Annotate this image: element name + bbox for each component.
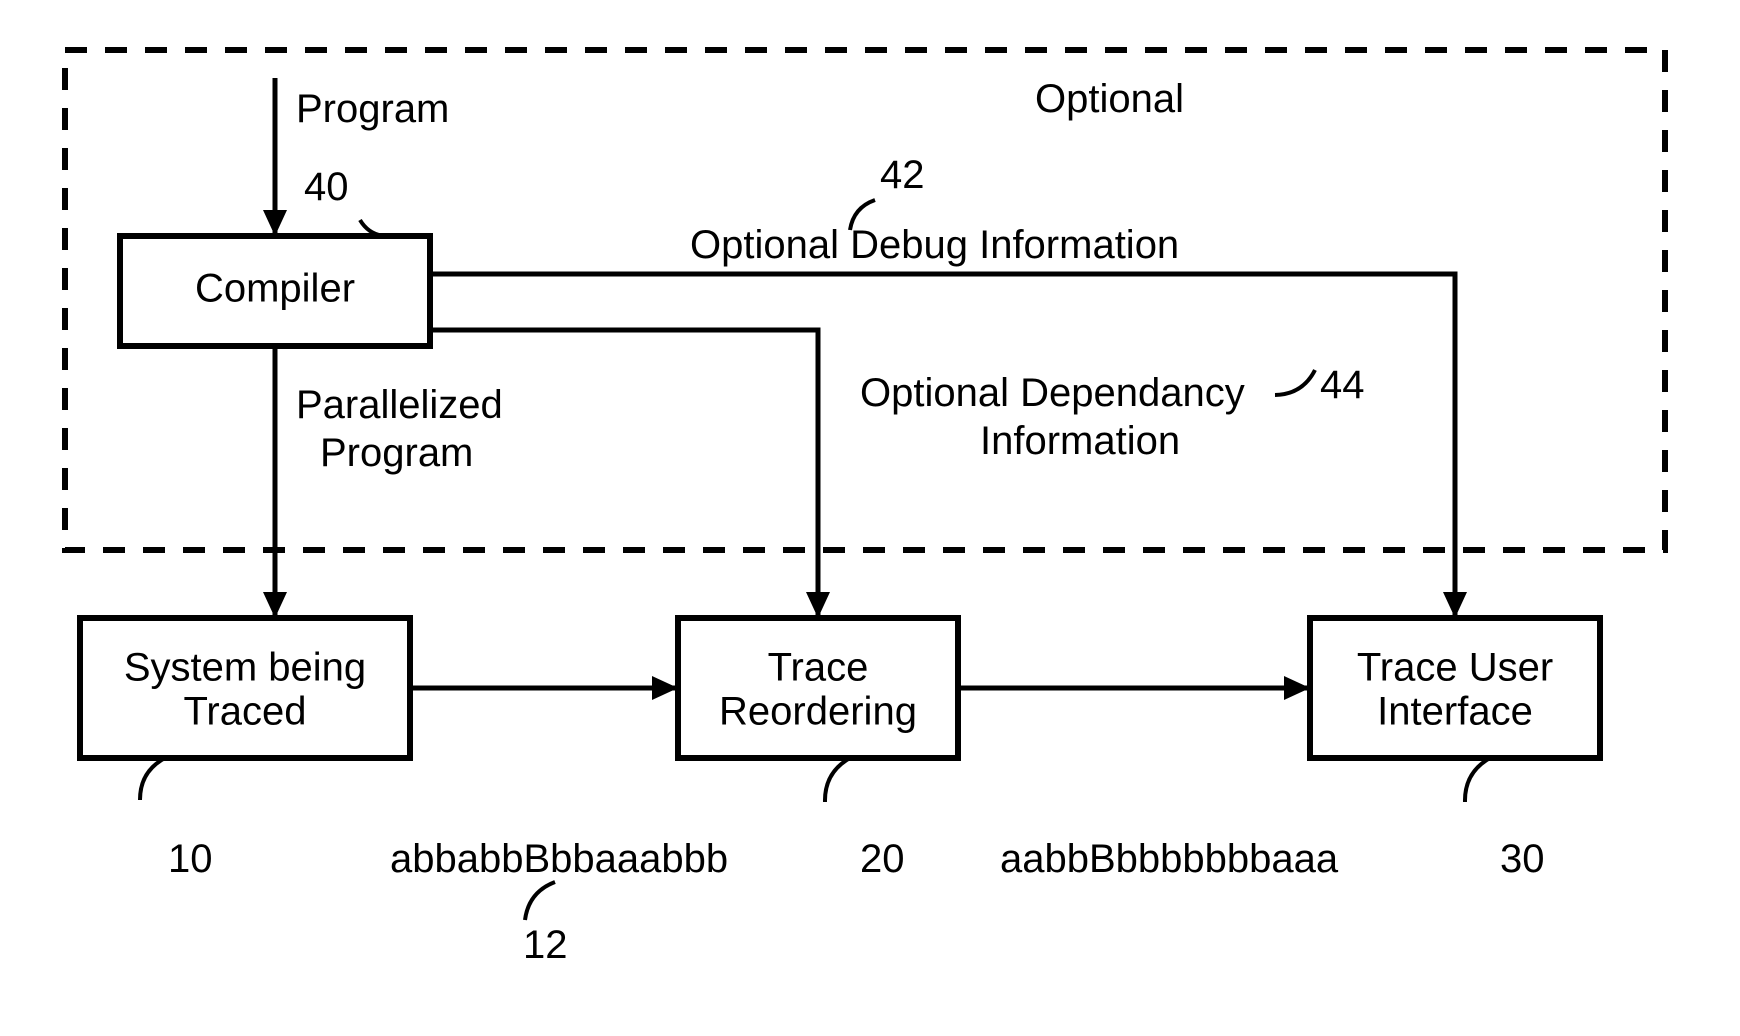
node-system-label2: Traced [183, 690, 306, 734]
node-ui-label1: Trace User [1357, 646, 1553, 690]
edge-parallelized-label1: Parallelized [296, 383, 503, 427]
edge-dependancy [430, 330, 818, 618]
ref-edge-sys_to_reorder-tick [525, 882, 555, 920]
ref-edge-debug: 42 [880, 153, 925, 197]
ref-ui: 30 [1500, 837, 1545, 881]
edge-parallelized-label2: Program [320, 431, 473, 475]
ref-edge-sys_to_reorder: 12 [523, 923, 568, 967]
ref-edge-dependancy-tick [1275, 370, 1315, 395]
node-ui-label2: Interface [1377, 690, 1533, 734]
ref-edge-dependancy: 44 [1320, 363, 1365, 407]
edge-dependancy-label2: Information [980, 419, 1180, 463]
edge-reorder_to_ui-label: aabbBbbbbbbbaaa [1000, 837, 1339, 881]
optional-region-label: Optional [1035, 77, 1184, 121]
ref-system: 10 [168, 837, 213, 881]
node-compiler-label: Compiler [195, 267, 355, 311]
edge-sys_to_reorder-label: abbabbBbbaaabbb [390, 837, 728, 881]
ref-reorder: 20 [860, 837, 905, 881]
ref-compiler: 40 [304, 165, 349, 209]
ref-reorder-tick [825, 758, 850, 802]
node-reorder-label1: Trace [768, 646, 869, 690]
node-system-label1: System being [124, 646, 366, 690]
ref-system-tick [140, 758, 165, 800]
ref-ui-tick [1465, 758, 1490, 802]
edge-debug-label: Optional Debug Information [690, 223, 1179, 267]
edge-dependancy-label1: Optional Dependancy [860, 371, 1245, 415]
edge-program_in-label: Program [296, 87, 449, 131]
node-reorder-label2: Reordering [719, 690, 917, 734]
edge-debug [430, 274, 1455, 618]
